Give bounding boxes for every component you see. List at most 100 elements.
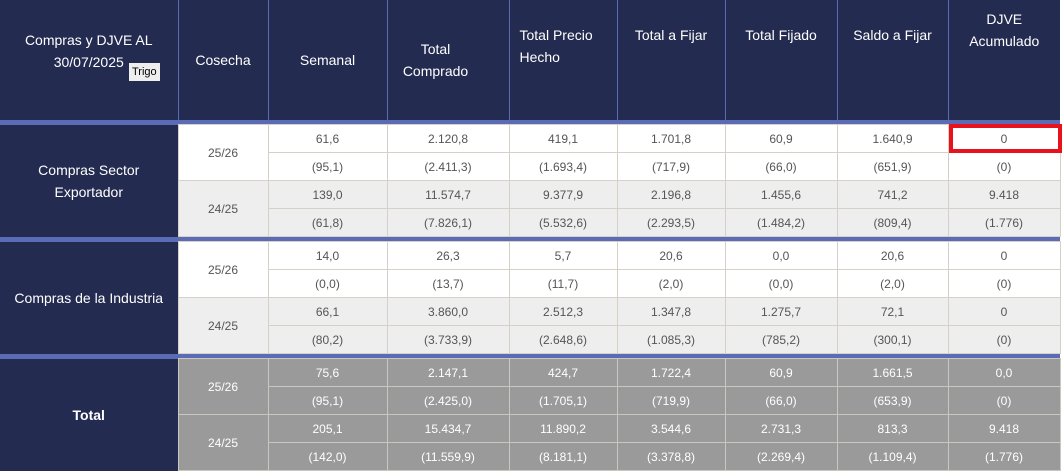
- value-cell: 66,1: [267, 297, 388, 326]
- value-cell: (2,0): [836, 269, 949, 298]
- value-cell: (1.484,2): [724, 208, 838, 237]
- col-semanal: Semanal: [267, 0, 387, 120]
- col-saldo-a-fijar: Saldo a Fijar: [836, 0, 948, 120]
- value-cell: (785,2): [724, 325, 838, 354]
- value-cell: 2.196,8: [616, 180, 726, 209]
- value-cell: (300,1): [836, 325, 949, 354]
- value-cell: (80,2): [267, 325, 388, 354]
- value-cell: (0): [947, 152, 1061, 181]
- value-cell: (0): [947, 325, 1061, 354]
- divider: [0, 236, 1060, 242]
- value-cell: 20,6: [836, 241, 949, 270]
- value-cell: (2.425,0): [386, 386, 510, 415]
- value-cell: 1.701,8: [616, 124, 726, 153]
- section-divider: [0, 236, 1060, 242]
- value-cell: (653,9): [836, 386, 949, 415]
- value-cell: (95,1): [267, 386, 388, 415]
- value-cell: (1.776): [947, 208, 1061, 237]
- value-cell: (7.826,1): [386, 208, 510, 237]
- value-cell: (3.733,9): [386, 325, 510, 354]
- value-cell: 741,2: [836, 180, 949, 209]
- value-cell: (0): [947, 269, 1061, 298]
- value-cell: (3.378,8): [616, 442, 726, 471]
- value-cell: 2.512,3: [508, 297, 618, 326]
- value-cell: 75,6: [267, 358, 388, 387]
- value-cell: (2.648,6): [508, 325, 618, 354]
- value-cell: (1.776): [947, 442, 1061, 471]
- col-cosecha: Cosecha: [177, 0, 268, 120]
- value-cell: 15.434,7: [386, 414, 510, 443]
- value-cell: 2.147,1: [386, 358, 510, 387]
- group-label: Compras Sector Exportador: [0, 124, 178, 237]
- divider: [0, 120, 1060, 125]
- section-divider: [0, 353, 1060, 359]
- value-cell: (719,9): [616, 386, 726, 415]
- value-cell: (0,0): [724, 269, 838, 298]
- group-label-text: Compras de la Industria: [14, 289, 164, 306]
- col-total-fijado: Total Fijado: [724, 0, 837, 120]
- group-label-text: Compras Sector Exportador: [38, 161, 140, 200]
- value-cell: 1.455,6: [724, 180, 838, 209]
- value-cell: (2,0): [616, 269, 726, 298]
- value-cell: (2.269,4): [724, 442, 838, 471]
- value-cell: (142,0): [267, 442, 388, 471]
- cosecha-cell: 24/25: [177, 414, 269, 471]
- value-cell: 1.640,9: [836, 124, 949, 153]
- group-label: Compras de la Industria: [0, 241, 178, 354]
- value-cell: (66,0): [724, 152, 838, 181]
- col-total-comprado: Total Comprado: [386, 0, 509, 120]
- value-cell: 3.544,6: [616, 414, 726, 443]
- value-cell: 205,1: [267, 414, 388, 443]
- value-cell: (0): [947, 386, 1061, 415]
- value-cell: (11,7): [508, 269, 618, 298]
- value-cell: 424,7: [508, 358, 618, 387]
- value-cell: 60,9: [724, 124, 838, 153]
- value-cell: 0,0: [724, 241, 838, 270]
- table-row-previous: (0,0) (13,7) (11,7) (2,0) (0,0) (2,0) (0): [0, 269, 1061, 298]
- value-cell: (5.532,6): [508, 208, 618, 237]
- value-cell: 20,6: [616, 241, 726, 270]
- value-cell: 0,0: [947, 358, 1061, 387]
- value-cell: 1.275,7: [724, 297, 838, 326]
- table-row-previous: (61,8) (7.826,1) (5.532,6) (2.293,5) (1.484,…: [0, 208, 1061, 237]
- value-cell: 14,0: [267, 241, 388, 270]
- value-cell: (1.705,1): [508, 386, 618, 415]
- value-cell: (95,1): [267, 152, 388, 181]
- cosecha-cell: 24/25: [177, 180, 269, 237]
- cosecha-cell: 25/26: [177, 358, 269, 415]
- value-cell: (2.293,5): [616, 208, 726, 237]
- table-row-previous: (95,1) (2.425,0) (1.705,1) (719,9) (66,0) (65…: [0, 386, 1061, 415]
- value-cell: (2.411,3): [386, 152, 510, 181]
- cosecha-cell: 25/26: [177, 241, 269, 298]
- value-cell: 2.120,8: [386, 124, 510, 153]
- value-cell: (717,9): [616, 152, 726, 181]
- table-row-current: Compras Sector Exportador 25/26 61,6 2.120,…: [0, 124, 1062, 237]
- table-title-cell: Compras y DJVE AL 30/07/2025 Trigo: [0, 0, 178, 120]
- value-cell: (66,0): [724, 386, 838, 415]
- value-cell: 0: [947, 241, 1061, 270]
- value-cell: 0: [947, 297, 1061, 326]
- value-cell: 61,6: [267, 124, 388, 153]
- value-cell: 1.661,5: [836, 358, 949, 387]
- value-cell: 5,7: [508, 241, 618, 270]
- col-total-a-fijar: Total a Fijar: [616, 0, 725, 120]
- value-cell: 26,3: [386, 241, 510, 270]
- group-label: Total: [0, 358, 178, 471]
- col-djve-acumulado: DJVE Acumulado: [947, 0, 1060, 120]
- value-cell: 9.377,9: [508, 180, 618, 209]
- value-cell: 11.574,7: [386, 180, 510, 209]
- value-cell: 1.722,4: [616, 358, 726, 387]
- commodity-button[interactable]: Trigo: [129, 63, 160, 81]
- value-cell: 0: [947, 124, 1062, 154]
- value-cell: (13,7): [386, 269, 510, 298]
- value-cell: (809,4): [836, 208, 949, 237]
- value-cell: 60,9: [724, 358, 838, 387]
- value-cell: (8.181,1): [508, 442, 618, 471]
- value-cell: 9.418: [947, 180, 1061, 209]
- cosecha-cell: 24/25: [177, 297, 269, 354]
- value-cell: 139,0: [267, 180, 388, 209]
- value-cell: 3.860,0: [386, 297, 510, 326]
- value-cell: 2.731,3: [724, 414, 838, 443]
- value-cell: (11.559,9): [386, 442, 510, 471]
- value-cell: (0,0): [267, 269, 388, 298]
